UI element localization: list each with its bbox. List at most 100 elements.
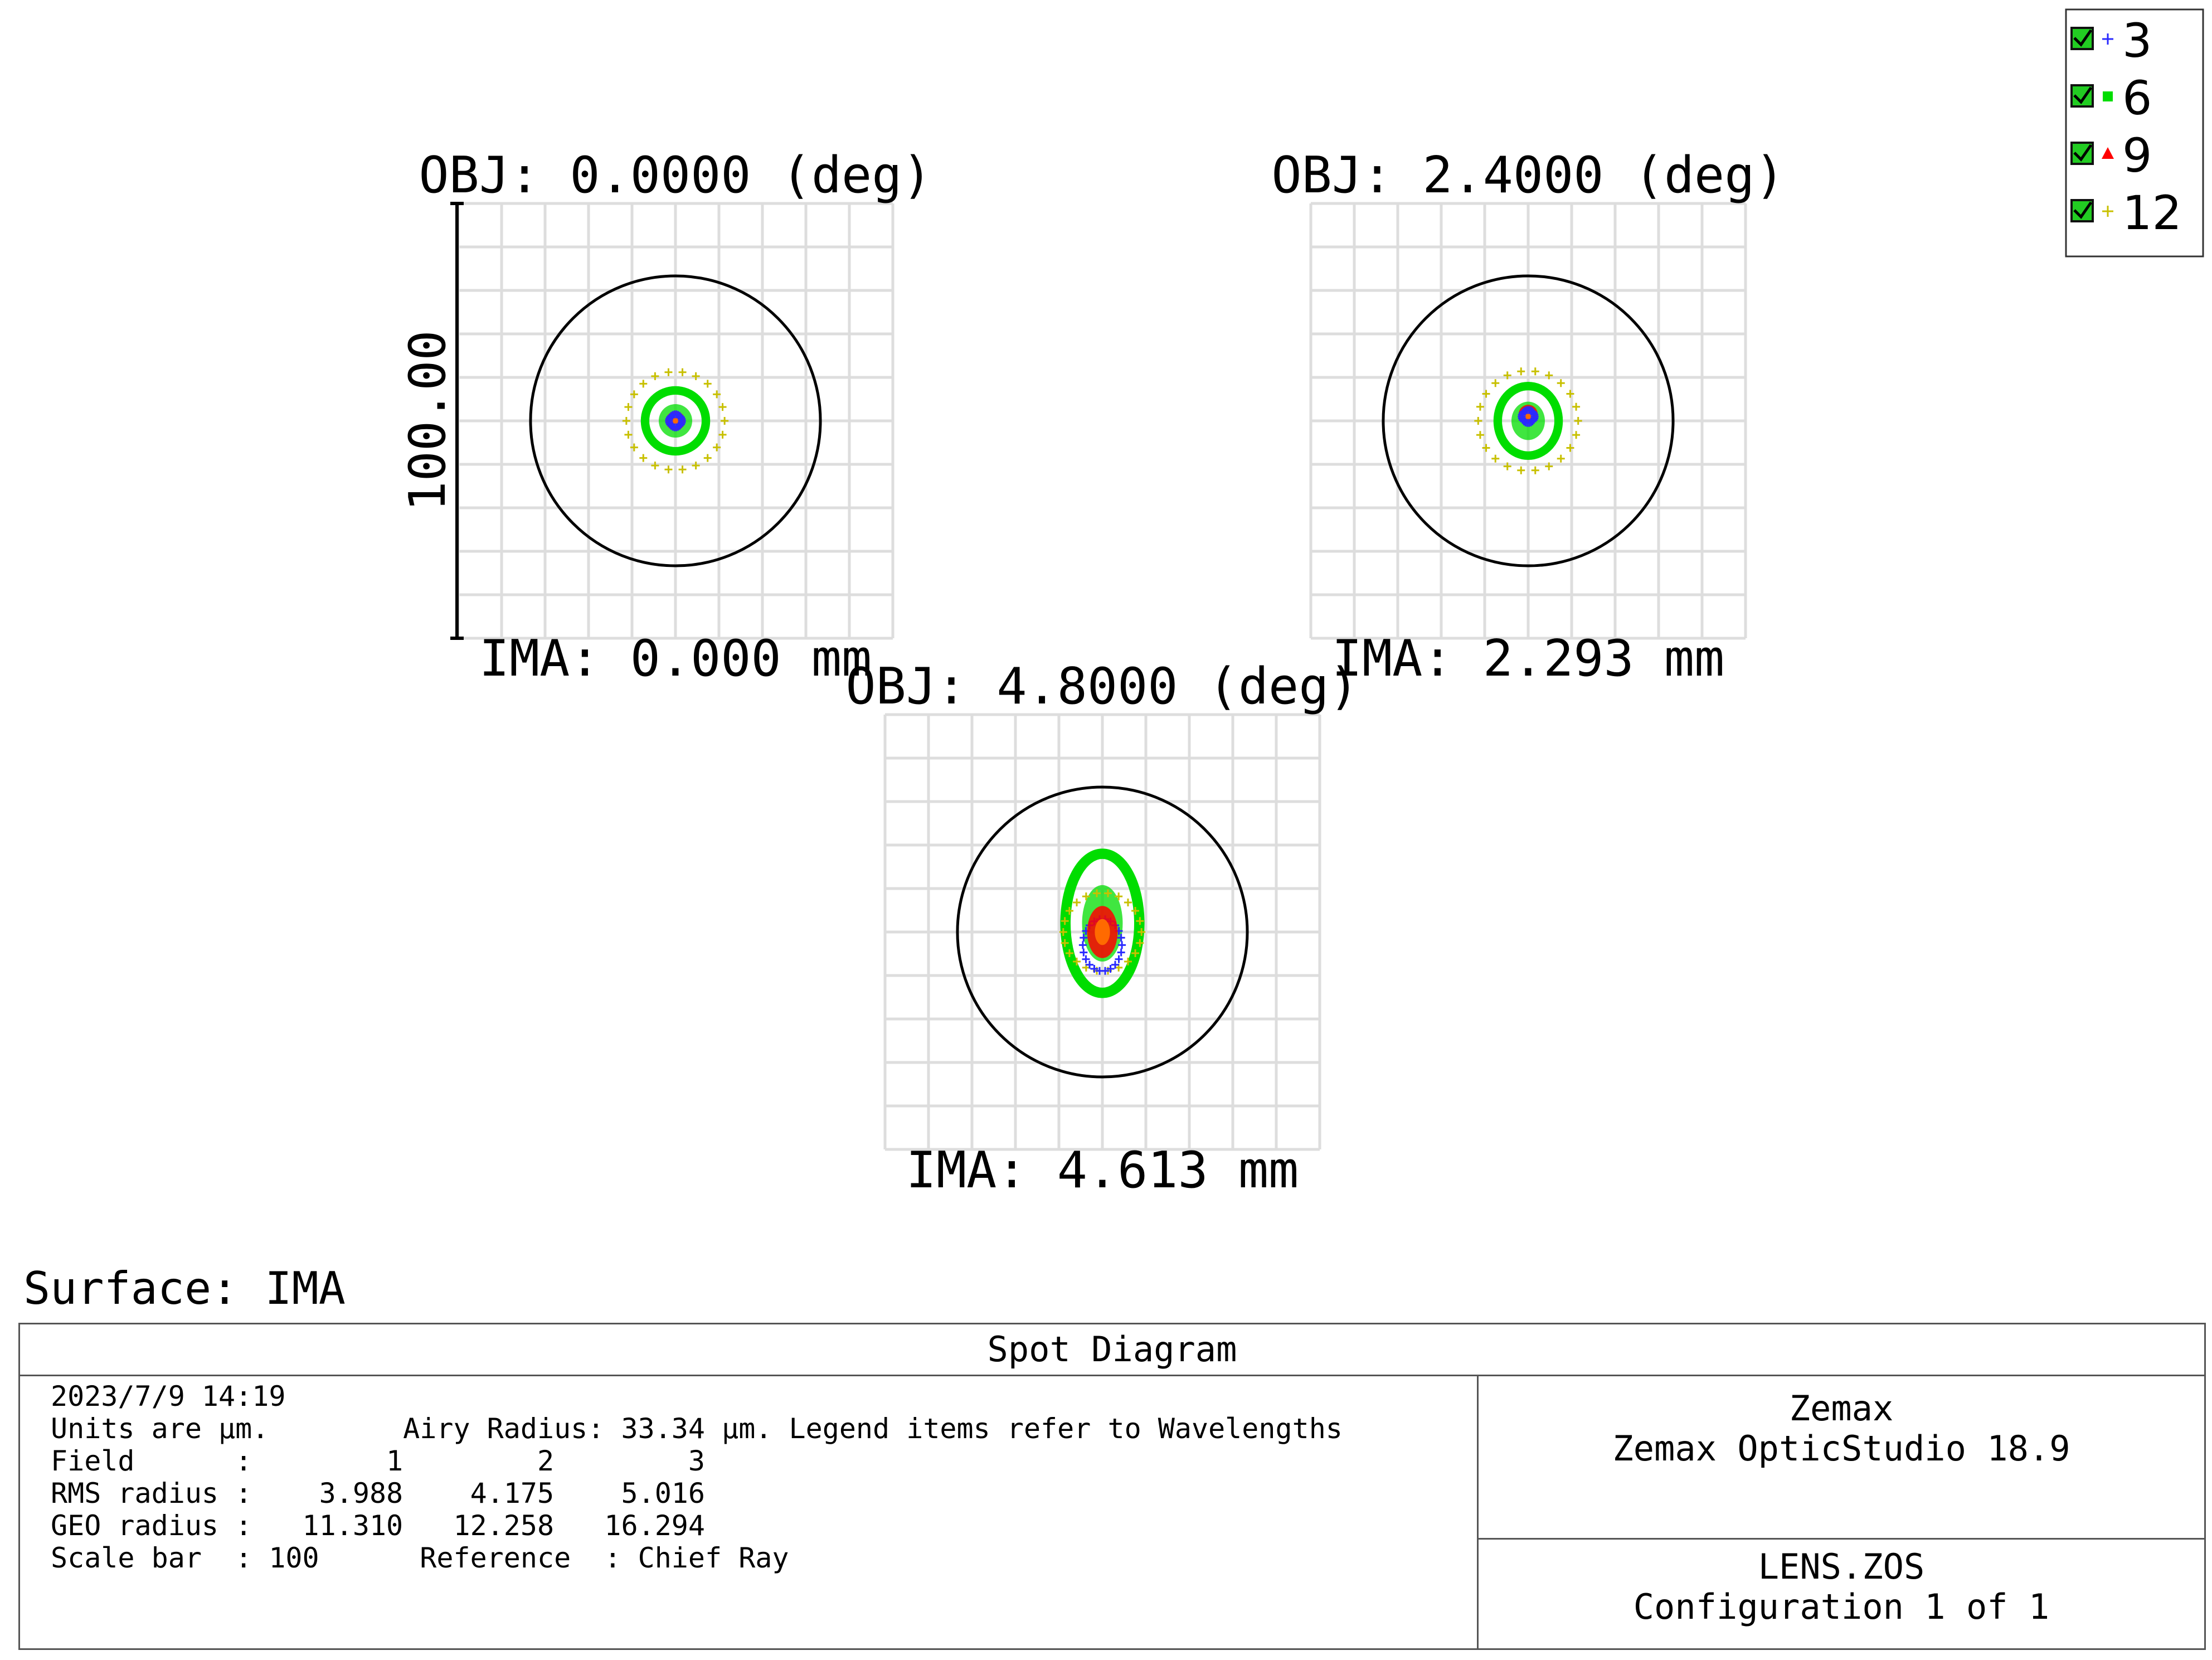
spot-marker-12 xyxy=(1131,949,1140,957)
spot-marker-12 xyxy=(1065,949,1073,957)
spot-marker-12 xyxy=(718,430,727,439)
file-block: LENS.ZOS Configuration 1 of 1 xyxy=(1479,1541,2204,1648)
info-rms-line: RMS radius : 3.988 4.175 5.016 xyxy=(51,1477,705,1509)
file-name: LENS.ZOS xyxy=(1758,1546,1925,1587)
spot-marker-12 xyxy=(1131,907,1140,915)
spot-marker-12 xyxy=(1566,444,1574,452)
surface-label: Surface: IMA xyxy=(23,1263,346,1314)
legend-item-6[interactable]: 6 xyxy=(2070,71,2152,125)
spot-marker-12 xyxy=(1491,454,1500,463)
field-title-2: OBJ: 2.4000 (deg) xyxy=(1271,146,1785,205)
spot-marker-12 xyxy=(624,430,633,439)
spot-marker-12 xyxy=(651,372,659,380)
spot-marker-12 xyxy=(1103,889,1112,897)
spot-marker-3 xyxy=(1082,955,1090,963)
spot-marker-12 xyxy=(1065,907,1073,915)
spot-marker-12 xyxy=(1572,402,1581,411)
legend-item-3[interactable]: 3 xyxy=(2070,13,2152,68)
spot-ring-6 xyxy=(1493,381,1563,460)
spot-marker-12 xyxy=(1061,939,1069,947)
spot-marker-12 xyxy=(1059,928,1067,936)
check-mark-icon xyxy=(2073,86,2093,104)
spot-marker-12 xyxy=(1061,917,1069,925)
check-mark-icon xyxy=(2073,29,2093,47)
fields-layer: OBJ: 0.0000 (deg)IMA: 0.000 mm100.00OBJ:… xyxy=(398,146,1785,1200)
spot-marker-12 xyxy=(713,390,721,399)
scale-bar-label: 100.00 xyxy=(398,330,457,511)
spot-marker-12 xyxy=(721,417,729,425)
legend-marker-square-icon xyxy=(2103,91,2113,101)
configuration-label: Configuration 1 of 1 xyxy=(1633,1586,2050,1627)
spot-marker-12 xyxy=(1073,898,1081,906)
spot-marker-12 xyxy=(630,443,638,452)
spot-marker-3 xyxy=(678,415,686,423)
spot-marker-3 xyxy=(1090,964,1098,973)
software-name: Zemax OpticStudio 18.9 xyxy=(1612,1428,2070,1469)
info-field-line: Field : 1 2 3 xyxy=(51,1445,705,1477)
legend-item-12[interactable]: 12 xyxy=(2070,186,2182,240)
spot-marker-3 xyxy=(1078,941,1087,949)
spot-marker-12 xyxy=(1482,390,1490,398)
legend-label: 9 xyxy=(2122,128,2152,183)
info-title: Spot Diagram xyxy=(20,1324,2204,1376)
field-plot-3: OBJ: 4.8000 (deg) IMA: 4.613 mm xyxy=(845,657,1359,1200)
field-image-height-2: IMA: 2.293 mm xyxy=(1332,629,1724,688)
spot-marker-12 xyxy=(678,368,687,376)
spot-marker-12 xyxy=(664,368,673,376)
info-geo-line: GEO radius : 11.310 12.258 16.294 xyxy=(51,1509,705,1542)
airy-disk-circle xyxy=(529,274,822,567)
spot-marker-3 xyxy=(1117,948,1125,957)
spot-marker-3 xyxy=(1096,967,1103,975)
spot-marker-12 xyxy=(639,454,648,462)
spot-marker-12 xyxy=(1476,402,1484,411)
spot-marker-12 xyxy=(1482,444,1490,452)
spot-marker-12 xyxy=(1557,454,1565,463)
spot-marker-12 xyxy=(1073,958,1081,966)
field-image-height-1: IMA: 0.000 mm xyxy=(479,629,872,688)
legend-label: 3 xyxy=(2122,13,2152,68)
spot-ring-6 xyxy=(640,386,711,456)
spot-marker-12 xyxy=(1491,379,1500,387)
spot-marker-12 xyxy=(692,462,700,470)
legend-marker-plus-icon xyxy=(2102,33,2113,45)
spot-marker-12 xyxy=(1137,928,1146,936)
spot-marker-3 xyxy=(1117,934,1125,942)
spot-marker-12 xyxy=(678,465,687,474)
spot-marker-12 xyxy=(1503,371,1511,380)
legend-item-9[interactable]: 9 xyxy=(2070,128,2152,183)
spot-marker-3 xyxy=(1111,960,1119,969)
spot-marker-12 xyxy=(1503,462,1511,470)
spot-marker-12 xyxy=(664,465,673,474)
spot-core-9 xyxy=(1095,919,1110,945)
spot-marker-12 xyxy=(703,454,712,462)
info-scale-line: Scale bar : 100 Reference : Chief Ray xyxy=(51,1542,789,1574)
check-mark-icon xyxy=(2073,201,2093,219)
spot-marker-12 xyxy=(1136,917,1144,925)
spot-marker-12 xyxy=(1124,898,1132,906)
spot-marker-12 xyxy=(1574,417,1582,425)
info-units-line: Units are µm. Airy Radius: 33.34 µm. Leg… xyxy=(51,1413,1343,1445)
spot-marker-12 xyxy=(1531,466,1539,474)
spot-marker-12 xyxy=(1082,892,1090,901)
info-date: 2023/7/9 14:19 xyxy=(51,1380,286,1413)
spot-marker-3 xyxy=(1086,960,1094,969)
spot-marker-12 xyxy=(1093,889,1101,897)
spot-marker-12 xyxy=(1566,390,1574,398)
legend-marker-plus-icon xyxy=(2102,206,2113,217)
spot-marker-3 xyxy=(1115,955,1123,963)
spot-marker-12 xyxy=(630,390,638,399)
spot-marker-12 xyxy=(1517,466,1525,474)
spot-marker-12 xyxy=(622,417,630,425)
spot-marker-3 xyxy=(1080,948,1088,957)
spot-marker-12 xyxy=(651,462,659,470)
software-vendor: Zemax xyxy=(1789,1388,1894,1429)
spot-marker-12 xyxy=(1136,939,1144,947)
check-mark-icon xyxy=(2073,144,2093,162)
spot-marker-12 xyxy=(692,372,700,380)
spot-marker-12 xyxy=(718,403,727,411)
spot-marker-12 xyxy=(1115,892,1123,901)
spot-marker-12 xyxy=(1474,417,1482,425)
info-stats: 2023/7/9 14:19 Units are µm. Airy Radius… xyxy=(51,1380,1343,1574)
spot-marker-12 xyxy=(624,403,633,411)
